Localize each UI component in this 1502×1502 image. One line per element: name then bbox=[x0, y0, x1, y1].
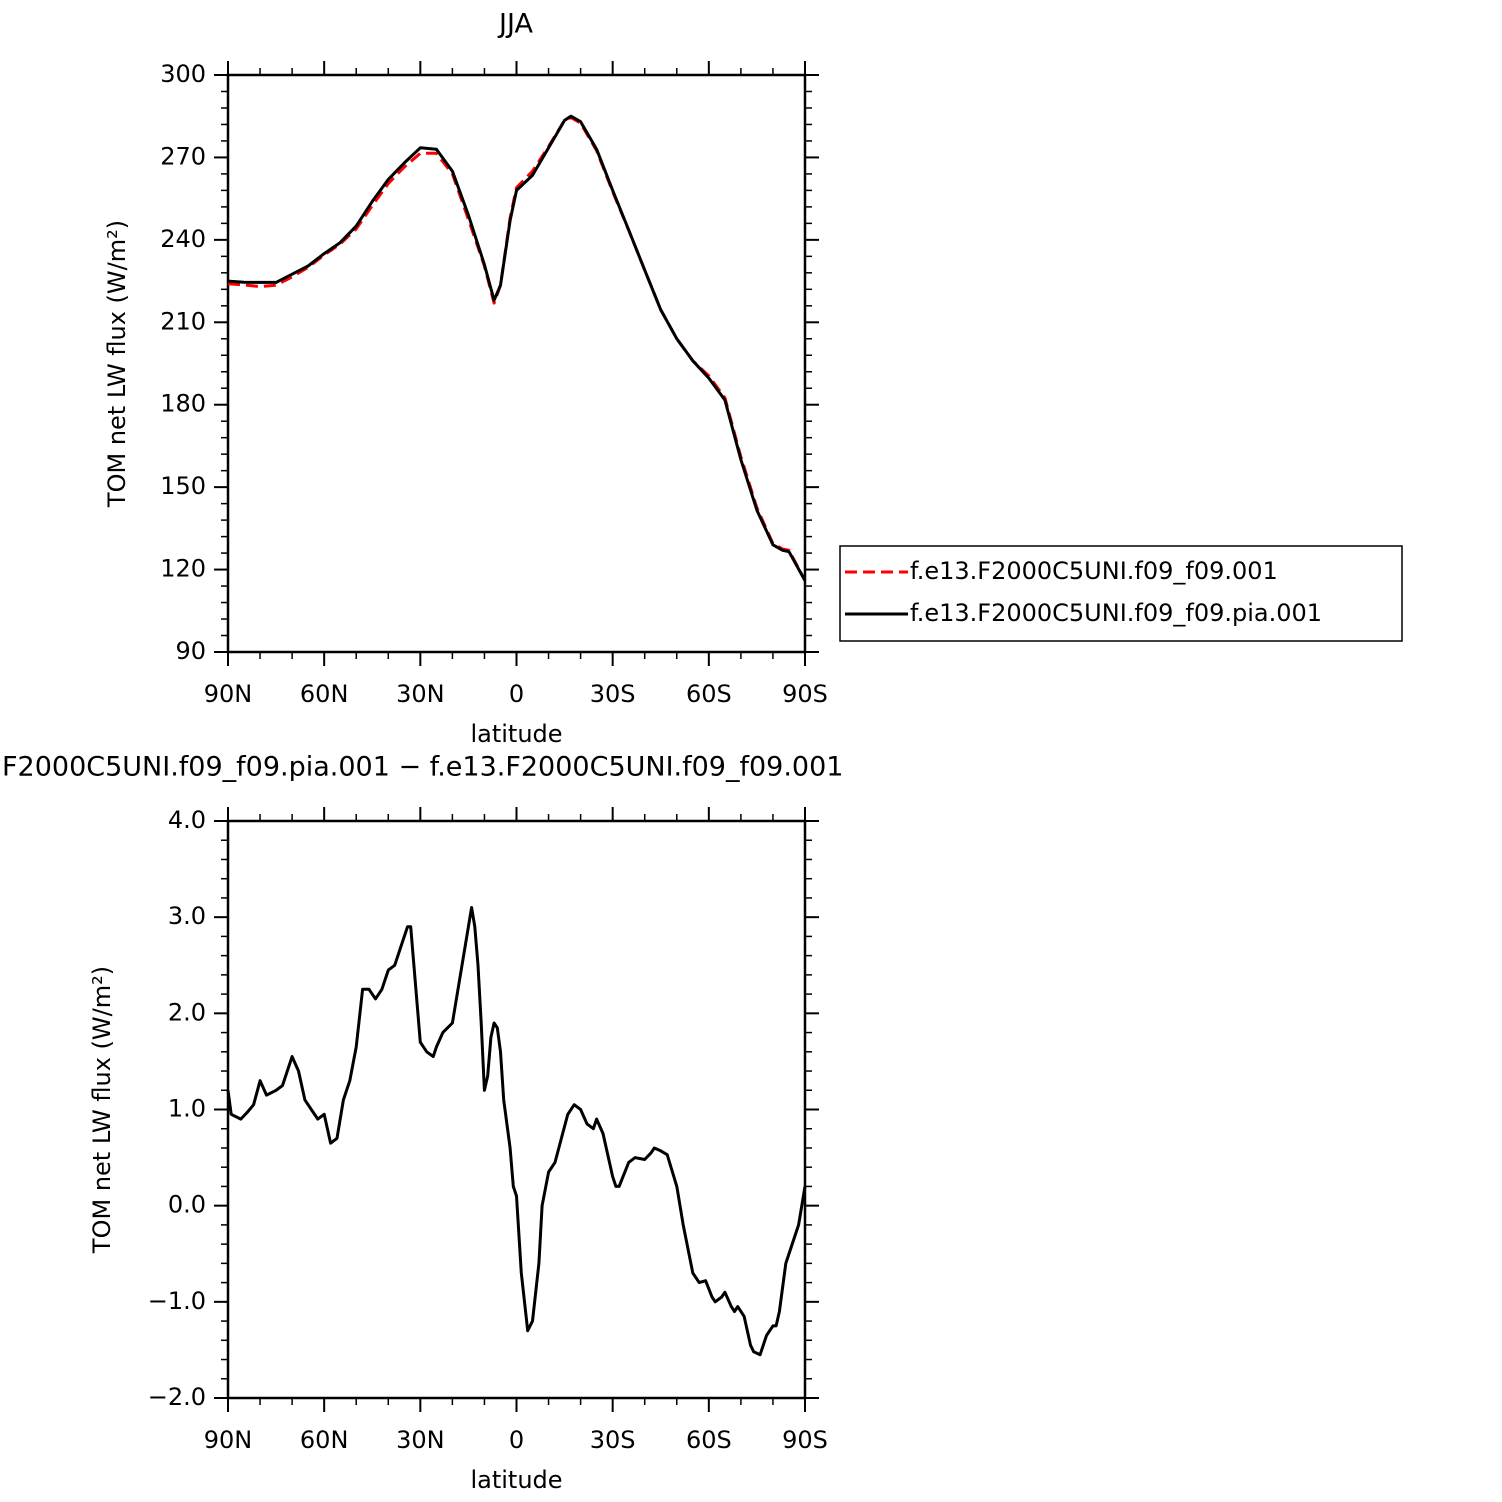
plot-frame bbox=[226, 819, 807, 1400]
x-tick-label: 30S bbox=[590, 1426, 636, 1454]
y-tick-label: 0.0 bbox=[168, 1191, 206, 1219]
y-tick-label: −1.0 bbox=[148, 1287, 206, 1315]
chart-title: F2000C5UNI.f09_f09.pia.001 − f.e13.F2000… bbox=[2, 752, 843, 783]
y-tick-label: 120 bbox=[160, 555, 206, 583]
y-axis-label: TOM net LW flux (W/m²) bbox=[88, 966, 116, 1254]
legend-label: f.e13.F2000C5UNI.f09_f09.001 bbox=[910, 557, 1278, 585]
y-tick-label: 150 bbox=[160, 472, 206, 500]
x-tick-label: 60S bbox=[686, 1426, 732, 1454]
legend-label: f.e13.F2000C5UNI.f09_f09.pia.001 bbox=[910, 599, 1322, 627]
x-axis-label: latitude bbox=[470, 720, 562, 748]
x-tick-label: 60N bbox=[300, 680, 349, 708]
x-tick-label: 90S bbox=[782, 1426, 828, 1454]
y-tick-label: 1.0 bbox=[168, 1095, 206, 1123]
x-axis-label: latitude bbox=[470, 1466, 562, 1494]
x-tick-label: 30N bbox=[396, 680, 445, 708]
x-tick-label: 30N bbox=[396, 1426, 445, 1454]
x-tick-label: 90S bbox=[782, 680, 828, 708]
plot-frame bbox=[226, 73, 807, 654]
x-tick-label: 60N bbox=[300, 1426, 349, 1454]
y-tick-label: −2.0 bbox=[148, 1383, 206, 1411]
y-axis-label: TOM net LW flux (W/m²) bbox=[103, 220, 131, 508]
y-tick-label: 3.0 bbox=[168, 902, 206, 930]
y-tick-label: 4.0 bbox=[168, 806, 206, 834]
y-tick-label: 240 bbox=[160, 225, 206, 253]
legend-box bbox=[839, 545, 1403, 642]
y-tick-label: 300 bbox=[160, 60, 206, 88]
x-tick-label: 90N bbox=[204, 1426, 253, 1454]
x-tick-label: 0 bbox=[509, 680, 524, 708]
x-tick-label: 0 bbox=[509, 1426, 524, 1454]
y-tick-label: 270 bbox=[160, 142, 206, 170]
y-tick-label: 210 bbox=[160, 307, 206, 335]
series-line bbox=[227, 114, 807, 582]
x-tick-label: 90N bbox=[204, 680, 253, 708]
x-tick-label: 60S bbox=[686, 680, 732, 708]
chart-title: JJA bbox=[497, 9, 533, 40]
y-tick-label: 90 bbox=[175, 637, 206, 665]
y-tick-label: 2.0 bbox=[168, 998, 206, 1026]
x-tick-label: 30S bbox=[590, 680, 636, 708]
y-tick-label: 180 bbox=[160, 390, 206, 418]
series-line bbox=[227, 116, 807, 582]
series-line bbox=[226, 906, 807, 1357]
